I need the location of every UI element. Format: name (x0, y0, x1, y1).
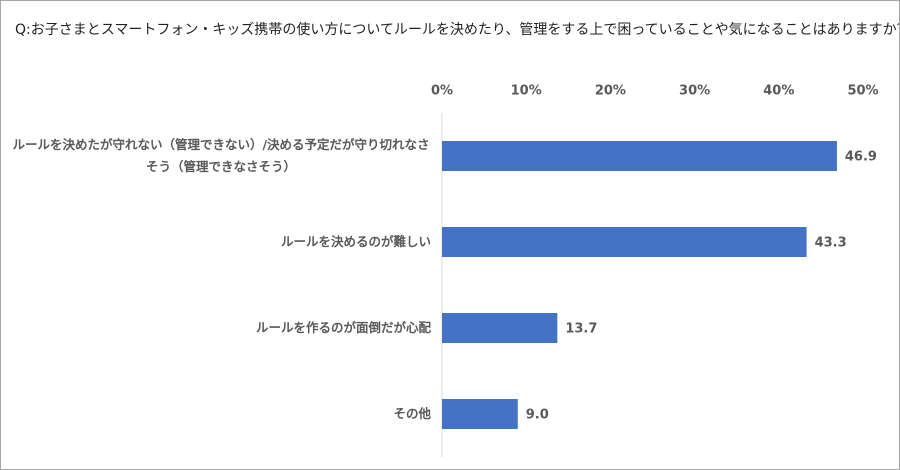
x-tick-label: 0% (431, 84, 453, 99)
value-label: 43.3 (815, 236, 847, 251)
bar (442, 399, 518, 429)
bar (442, 141, 837, 171)
category-label: その他 (11, 403, 431, 425)
category-label: ルールを決めたが守れない（管理できない）/決める予定だが守り切れなさそう（管理で… (11, 134, 431, 178)
value-label: 9.0 (526, 408, 549, 423)
x-tick-label: 10% (511, 84, 542, 99)
x-tick-label: 40% (763, 84, 794, 99)
value-label: 46.9 (845, 150, 877, 165)
x-tick-label: 30% (679, 84, 710, 99)
bar (442, 313, 558, 343)
bar (442, 227, 807, 257)
x-tick-label: 20% (595, 84, 626, 99)
category-label: ルールを作るのが面倒だが心配 (11, 317, 431, 339)
category-text: ルールを作るのが面倒だが心配 (255, 320, 431, 335)
x-tick-label: 50% (847, 84, 878, 99)
value-label: 13.7 (565, 322, 597, 337)
category-text: その他 (393, 406, 431, 421)
category-label: ルールを決めるのが難しい (11, 231, 431, 253)
category-text: ルールを決めるのが難しい (280, 234, 431, 249)
category-text: ルールを決めたが守れない（管理できない）/決める予定だが守り切れなさそう（管理で… (12, 137, 430, 174)
chart-title: Q:お子さまとスマートフォン・キッズ携帯の使い方についてルールを決めたり、管理を… (15, 22, 900, 38)
